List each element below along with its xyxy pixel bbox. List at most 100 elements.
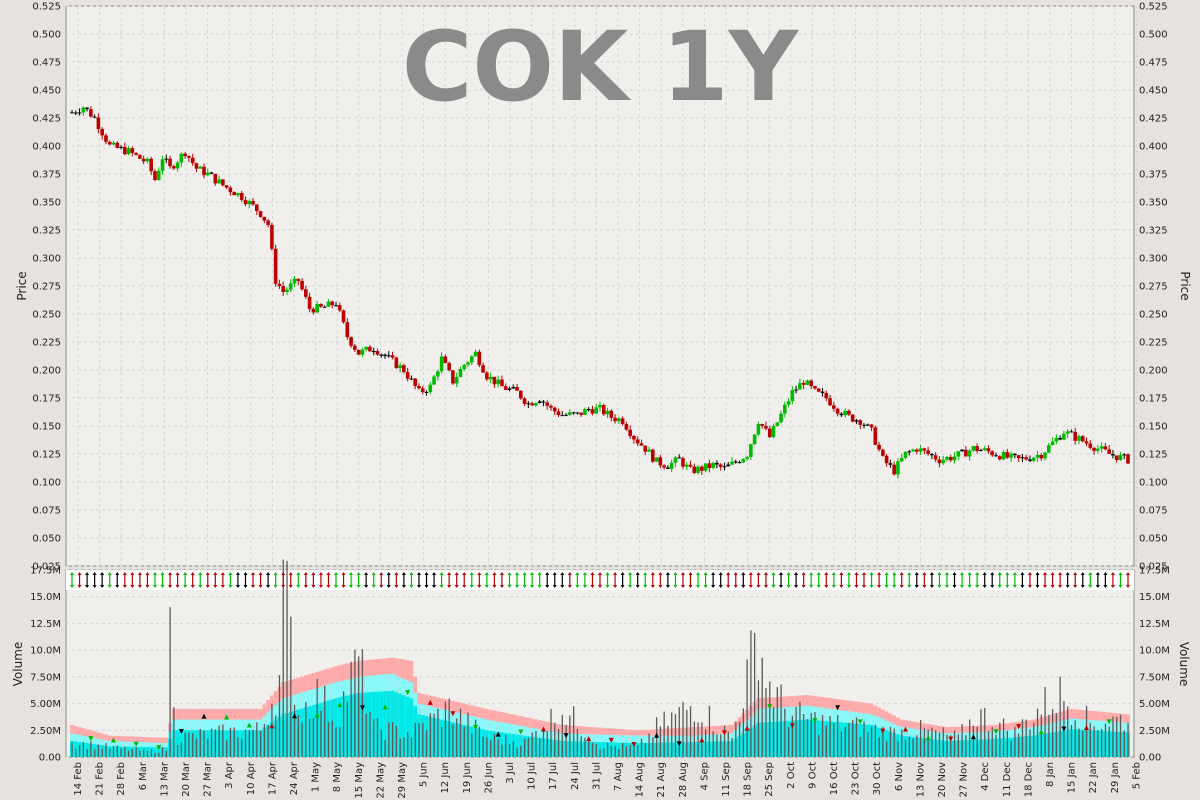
signal-arrow bbox=[970, 734, 976, 740]
candle-body bbox=[311, 308, 316, 313]
candle-body bbox=[756, 424, 761, 435]
strip-arrow-up bbox=[530, 572, 535, 575]
candle-body bbox=[854, 420, 859, 422]
volume-bar bbox=[248, 730, 250, 757]
candle-body bbox=[221, 179, 225, 186]
volume-bar bbox=[346, 701, 349, 757]
strip-arrow-up bbox=[801, 572, 806, 575]
date-axis-labels: 14 Feb 21 Feb 28 Feb 6 Mar 13 Mar 20 Mar 27 Ma… bbox=[73, 761, 1142, 798]
volume-bar bbox=[765, 687, 767, 757]
strip-arrow-up bbox=[944, 572, 949, 575]
volume-bar bbox=[369, 711, 371, 757]
strip-arrow-down bbox=[1065, 585, 1070, 588]
candle-body bbox=[873, 427, 878, 445]
strip-arrow-down bbox=[598, 585, 602, 588]
volume-bar bbox=[1025, 719, 1027, 757]
price-tick-right: 0.350 bbox=[1139, 198, 1168, 209]
strip-arrow-up bbox=[205, 572, 210, 575]
strip-arrow-up bbox=[703, 572, 708, 575]
date-label: 24 Jul bbox=[570, 762, 581, 790]
strip-arrow-down bbox=[522, 585, 527, 588]
strip-arrow-down bbox=[85, 585, 90, 588]
volume-bar bbox=[403, 736, 405, 757]
strip-arrow-up bbox=[349, 572, 354, 575]
candle-body bbox=[960, 449, 964, 452]
strip-arrow-up bbox=[673, 572, 678, 575]
volume-bar bbox=[410, 737, 413, 757]
volume-bar bbox=[976, 726, 978, 757]
strip-arrow-down bbox=[198, 585, 203, 588]
signal-arrow bbox=[540, 726, 546, 732]
candle-body bbox=[952, 456, 957, 461]
candle-body bbox=[568, 412, 572, 415]
candle-body bbox=[790, 390, 795, 402]
volume-bar bbox=[618, 748, 620, 757]
candle-body bbox=[832, 405, 836, 409]
strip-arrow-up bbox=[243, 572, 248, 575]
volume-bar bbox=[961, 724, 963, 757]
volume-tick-left: 5.00M bbox=[30, 699, 61, 710]
strip-arrow-down bbox=[228, 585, 233, 588]
volume-bar bbox=[931, 727, 933, 757]
candle-body bbox=[971, 446, 976, 451]
candle-body bbox=[255, 204, 259, 212]
strip-arrow-up bbox=[975, 572, 980, 575]
volume-bar bbox=[493, 734, 496, 757]
volume-bar bbox=[523, 738, 526, 757]
strip-arrow-down bbox=[1043, 585, 1048, 588]
strip-arrow-up bbox=[462, 572, 467, 575]
candle-body bbox=[786, 401, 791, 405]
volume-bar bbox=[373, 719, 375, 757]
candle-body bbox=[1077, 436, 1081, 441]
volume-bar bbox=[1097, 730, 1099, 757]
candle-body bbox=[319, 304, 323, 307]
price-tick-left: 0.150 bbox=[32, 422, 61, 433]
band-inner bbox=[398, 693, 403, 757]
strip-arrow-down bbox=[100, 585, 105, 588]
volume-bar bbox=[705, 729, 707, 757]
band-inner bbox=[394, 692, 399, 757]
candle-body bbox=[402, 365, 406, 373]
volume-bar bbox=[1119, 714, 1122, 757]
candle-body bbox=[1047, 445, 1051, 453]
candle-body bbox=[349, 337, 353, 346]
volume-bar bbox=[259, 730, 262, 757]
price-grid bbox=[66, 5, 1137, 567]
volume-bar bbox=[437, 708, 439, 757]
volume-tick-left: 12.5M bbox=[30, 619, 61, 630]
strip-arrow-up bbox=[771, 572, 776, 575]
candle-body bbox=[326, 301, 331, 307]
signal-arrow bbox=[314, 712, 320, 718]
date-label: 1 May bbox=[311, 762, 322, 792]
candle-body bbox=[96, 117, 101, 130]
candle-body bbox=[138, 154, 142, 159]
strip-arrow-down bbox=[530, 585, 535, 588]
candle-body bbox=[903, 451, 908, 459]
candle-body bbox=[428, 384, 433, 393]
volume-bar bbox=[188, 732, 190, 757]
candle-body bbox=[922, 448, 927, 451]
volume-bar bbox=[863, 721, 865, 757]
strip-arrow-up bbox=[228, 572, 233, 575]
volume-bar bbox=[425, 730, 428, 757]
candle-body bbox=[1020, 457, 1025, 459]
volume-bar bbox=[399, 738, 401, 757]
strip-arrow-down bbox=[658, 585, 663, 588]
strip-arrow-down bbox=[213, 585, 218, 588]
volume-bar bbox=[588, 741, 590, 757]
candle-body bbox=[945, 457, 949, 460]
price-tick-right: 0.225 bbox=[1139, 338, 1168, 349]
strip-arrow-down bbox=[560, 585, 565, 588]
volume-bar bbox=[984, 707, 986, 757]
candle-body bbox=[337, 305, 342, 311]
strip-arrow-down bbox=[967, 585, 972, 588]
volume-bar bbox=[1029, 729, 1031, 757]
strip-arrow-down bbox=[190, 585, 195, 588]
volume-tick-right: 0.00 bbox=[1139, 753, 1161, 764]
candle-body bbox=[270, 224, 274, 249]
signal-arrow bbox=[1061, 726, 1067, 732]
strip-arrow-down bbox=[235, 585, 240, 588]
volume-bar bbox=[429, 713, 431, 757]
volume-bar bbox=[674, 714, 677, 757]
strip-arrow-down bbox=[492, 585, 497, 588]
